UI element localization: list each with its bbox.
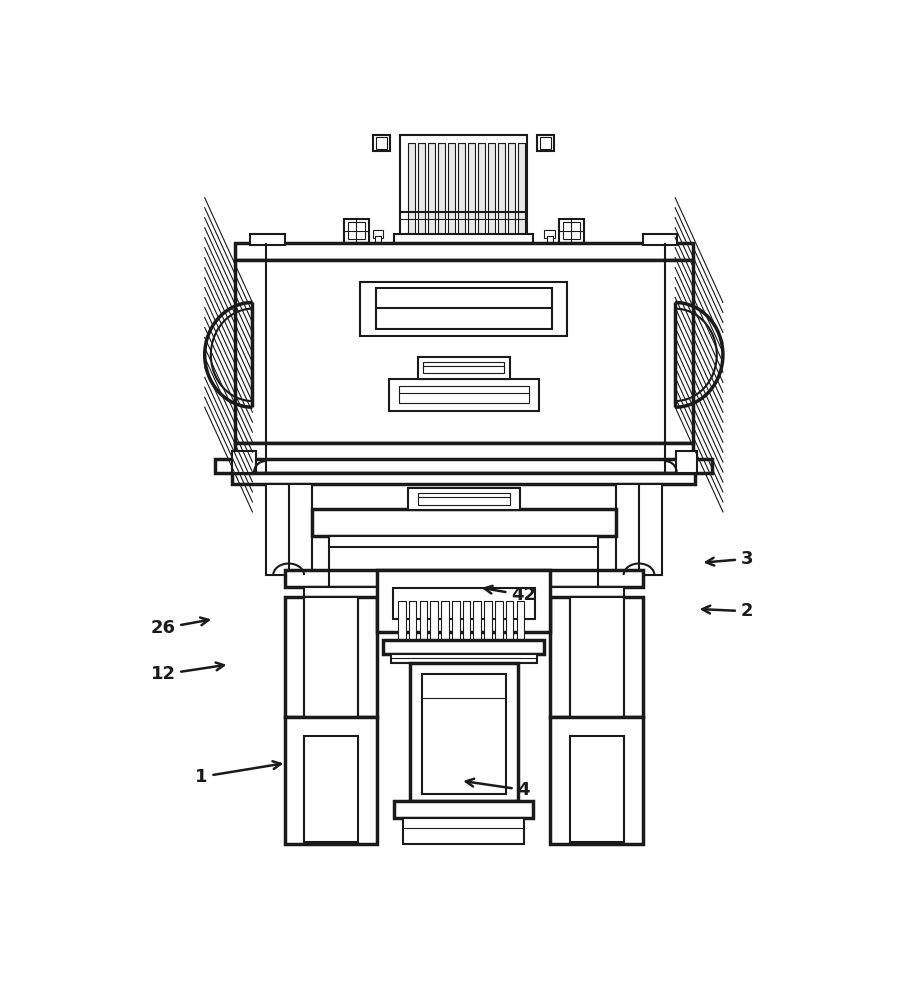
Bar [399,386,529,403]
Bar [563,222,580,239]
Bar [304,597,358,717]
Bar [468,143,475,235]
Bar [311,509,616,536]
Bar [424,362,504,373]
Bar [389,379,538,411]
Bar [518,143,525,235]
Bar [428,143,435,235]
Bar [384,640,544,654]
Text: 4: 4 [466,779,529,799]
Bar [250,234,285,245]
Bar [234,443,693,460]
Bar [438,143,445,235]
Bar [329,536,598,574]
Bar [304,587,624,598]
Bar [393,588,535,619]
Bar [215,459,712,473]
Bar [391,654,537,663]
Bar [544,230,555,238]
Bar [348,222,365,239]
Bar [373,230,384,238]
Bar [376,137,387,149]
Bar [234,260,693,443]
Text: 26: 26 [150,618,208,637]
Bar [360,282,567,336]
Bar [550,717,643,844]
Bar [508,143,515,235]
Bar [377,570,550,632]
Bar [395,234,534,243]
Bar [304,736,358,842]
Bar [375,235,381,242]
Text: 1: 1 [195,761,281,786]
Text: 2: 2 [702,602,753,620]
Text: 12: 12 [150,663,224,683]
Bar [495,601,502,644]
Bar [408,488,519,510]
Bar [488,143,495,235]
Bar [478,143,485,235]
Bar [422,674,506,794]
Bar [473,601,481,644]
Bar [569,736,624,842]
Bar [462,601,471,644]
Text: 42: 42 [484,586,536,604]
Bar [498,143,505,235]
Bar [517,601,524,644]
Bar [430,601,438,644]
Bar [233,473,695,484]
Bar [285,570,643,587]
Bar [550,597,643,717]
Bar [559,219,584,243]
Bar [285,597,377,717]
Bar [234,243,693,260]
Bar [395,801,534,818]
Bar [569,597,624,717]
Bar [418,143,425,235]
Bar [506,601,513,644]
Bar [374,135,390,151]
Bar [643,234,678,245]
Bar [616,484,662,575]
Bar [547,235,553,242]
Bar [404,818,524,844]
Bar [344,219,368,243]
Bar [420,601,427,644]
Bar [676,451,697,473]
Bar [540,137,551,149]
Bar [441,601,449,644]
Bar [285,717,377,844]
Bar [233,451,255,473]
Bar [418,493,510,505]
Bar [400,135,528,243]
Bar [452,601,460,644]
Bar [458,143,465,235]
Text: 3: 3 [706,550,753,568]
Bar [265,484,311,575]
Bar [376,288,552,329]
Bar [538,135,554,151]
Bar [410,663,518,801]
Bar [418,357,510,379]
Bar [409,601,416,644]
Bar [448,143,455,235]
Bar [408,143,414,235]
Bar [484,601,492,644]
Bar [398,601,405,644]
